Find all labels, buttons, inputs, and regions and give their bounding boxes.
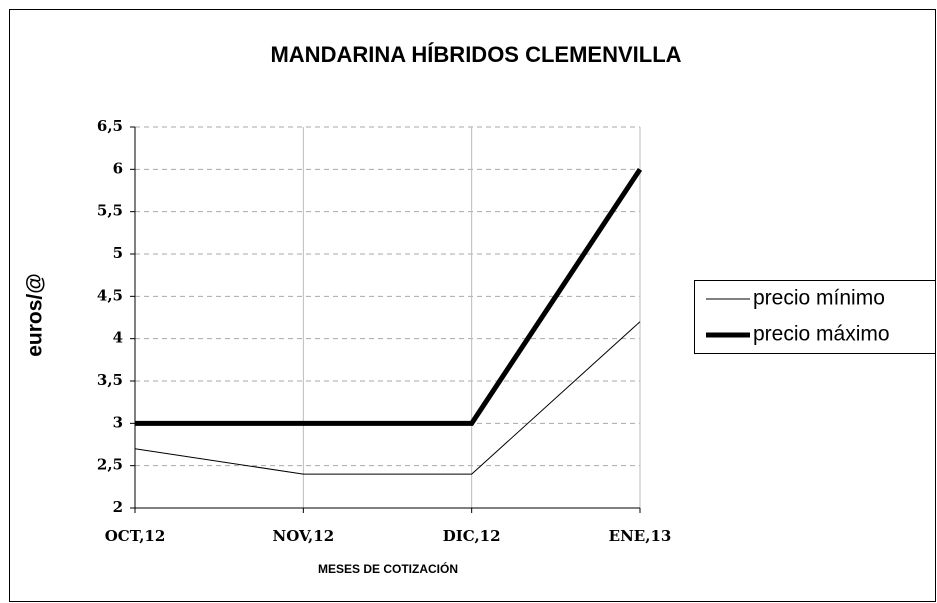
legend-label: precio mínimo: [753, 287, 885, 310]
x-tick-label: OCT,12: [105, 527, 166, 545]
y-tick-label: 4,5: [97, 286, 123, 304]
y-tick-label: 2,5: [97, 456, 123, 474]
y-tick-label: 6: [113, 159, 123, 177]
x-tick-label: DIC,12: [443, 527, 501, 545]
x-axis-label: MESES DE COTIZACIÓN: [318, 561, 458, 576]
y-tick-label: 2: [113, 498, 123, 516]
y-tick-label: 5,5: [97, 202, 123, 220]
y-tick-label: 6,5: [97, 117, 123, 135]
data-line: [135, 167, 643, 426]
x-tick-label: NOV,12: [273, 527, 335, 545]
y-tick-label: 3,5: [97, 371, 123, 389]
legend-label: precio máximo: [753, 323, 890, 346]
chart-title: MANDARINA HÍBRIDOS CLEMENVILLA: [270, 42, 681, 67]
legend-box: [694, 280, 936, 354]
y-axis-label: euros/@: [24, 273, 47, 357]
data-line: [134, 321, 641, 475]
x-tick-label: ENE,13: [609, 527, 672, 545]
y-tick-label: 4: [113, 329, 123, 347]
y-tick-label: 3: [113, 413, 123, 431]
y-tick-label: 5: [113, 244, 123, 262]
